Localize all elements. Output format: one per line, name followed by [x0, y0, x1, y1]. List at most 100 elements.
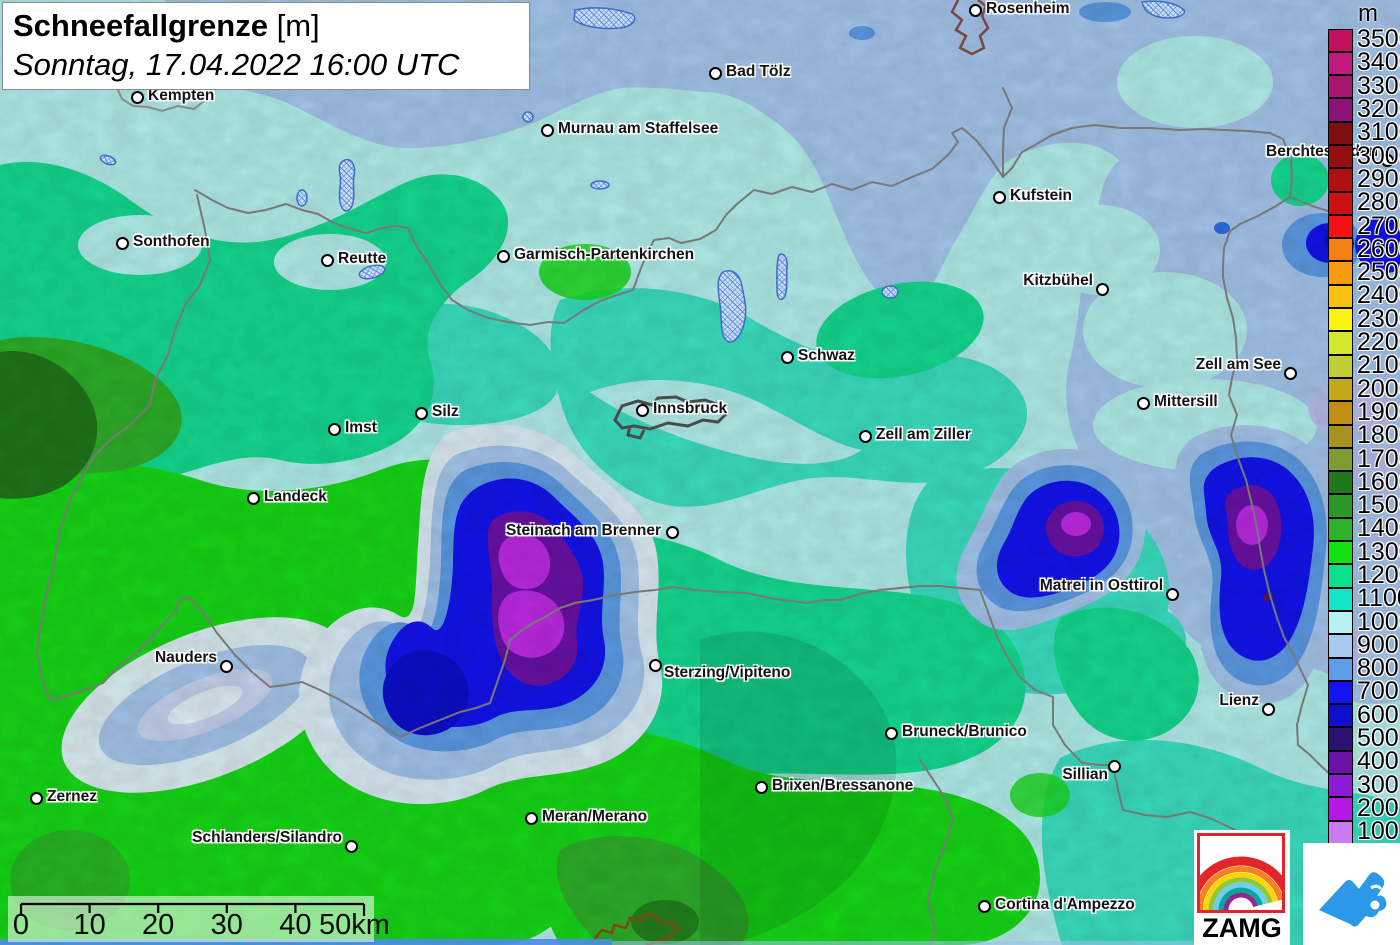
city-label: Matrei in Osttirol [1039, 577, 1163, 594]
city-label: Schlanders/Silandro [192, 829, 342, 846]
city-dot-icon [1283, 366, 1297, 380]
legend-value-label: 1700 [1357, 444, 1400, 473]
city-dot-icon [320, 253, 334, 267]
city-label: Zell am Ziller [876, 426, 971, 443]
map-title: Schneefallgrenze [m] [13, 7, 519, 45]
legend-value-label: 1900 [1357, 397, 1400, 426]
legend-color-swatch [1328, 797, 1353, 821]
legend-color-swatch [1328, 214, 1353, 239]
legend-value-label: 1600 [1357, 467, 1400, 496]
legend-unit-label: m [1358, 0, 1378, 27]
legend-entry: 1400 [1328, 516, 1400, 542]
city-dot-icon [344, 839, 358, 853]
legend-color-swatch [1328, 377, 1353, 402]
city-dot-icon [115, 236, 129, 250]
zamg-logo: ZAMG [1194, 830, 1290, 945]
legend-entry: 2700 [1328, 211, 1400, 240]
legend-value-label: 2200 [1357, 328, 1400, 357]
legend-entry: 3500 [1328, 25, 1400, 54]
legend-color-swatch [1328, 750, 1353, 774]
legend-color-swatch [1328, 121, 1353, 145]
city-label: Sillian [1062, 766, 1108, 783]
legend-color-swatch [1328, 657, 1353, 681]
legend-color-swatch [1328, 144, 1353, 169]
city-label: Kitzbühel [1023, 272, 1093, 289]
legend-value-label: 1100 [1357, 584, 1400, 613]
legend-value-label: 3000 [1357, 141, 1400, 170]
city-dot-icon [1095, 282, 1109, 296]
legend-color-swatch [1328, 401, 1353, 425]
legend-color-swatch [1328, 680, 1353, 705]
legend-value-label: 1300 [1357, 537, 1400, 566]
legend-value-label: 3500 [1357, 25, 1400, 54]
legend-color-swatch [1328, 587, 1353, 611]
map-subtitle: Sonntag, 17.04.2022 16:00 UTC [13, 47, 460, 82]
legend-value-label: 2900 [1357, 164, 1400, 193]
legend-value-label: 3300 [1357, 71, 1400, 100]
legend-value-label: 3400 [1357, 48, 1400, 77]
city-dot-icon [1261, 702, 1275, 716]
scalebar-tick-label: 20 [142, 909, 175, 941]
legend-entry: 2900 [1328, 164, 1400, 193]
city-dot-icon [1165, 587, 1179, 601]
legend-entry: 2500 [1328, 260, 1400, 285]
legend-entry: 700 [1328, 679, 1400, 705]
legend-entry: 3100 [1328, 118, 1400, 147]
distance-scalebar: 0 10 20 30 40 50km [8, 896, 390, 942]
legend-entry: 2200 [1328, 328, 1400, 357]
legend-value-label: 2700 [1357, 211, 1400, 240]
legend-color-swatch [1328, 704, 1353, 728]
city-dot-icon [246, 491, 260, 505]
city-label: Meran/Merano [542, 808, 648, 825]
scalebar-ruler [19, 902, 366, 916]
city-label: Garmisch-Partenkirchen [514, 246, 695, 263]
blue-mountain-icon [1318, 872, 1386, 927]
legend-color-swatch [1328, 447, 1353, 472]
city-dot-icon [858, 429, 872, 443]
city-dot-icon [992, 190, 1006, 204]
city-label: Nauders [154, 649, 217, 666]
legend-entry: 1500 [1328, 491, 1400, 520]
legend-entry: 300 [1328, 772, 1400, 798]
legend-color-swatch [1328, 354, 1353, 378]
legend-value-label: 3200 [1357, 95, 1400, 124]
legend-value-label: 2000 [1357, 374, 1400, 403]
legend-entry: 1600 [1328, 467, 1400, 496]
city-dot-icon [754, 780, 768, 794]
legend-color-swatch [1328, 820, 1353, 844]
legend-value-label: 400 [1357, 747, 1399, 776]
scalebar-tick-label: 10 [73, 909, 106, 941]
legend-color-swatch [1328, 261, 1353, 285]
legend-value-label: 800 [1357, 654, 1399, 683]
city-dot-icon [327, 422, 341, 436]
legend-color-swatch [1328, 98, 1353, 122]
zamg-wordmark: ZAMG [1202, 913, 1282, 943]
city-label: Zernez [47, 788, 97, 805]
legend-entry: 2800 [1328, 190, 1400, 215]
legend-entry: 200 [1328, 795, 1400, 821]
city-label: Sterzing/Vipiteno [664, 664, 791, 681]
legend-entry: 1300 [1328, 537, 1400, 566]
legend-value-label: 600 [1357, 700, 1399, 729]
legend-color-swatch [1328, 564, 1353, 588]
legend-color-swatch [1328, 28, 1353, 52]
scalebar-tick-label: 30 [210, 909, 243, 941]
city-label: Zell am See [1195, 356, 1281, 373]
legend-value-label: 3100 [1357, 118, 1400, 147]
city-dot-icon [29, 791, 43, 805]
legend-value-label: 900 [1357, 630, 1399, 659]
legend-color-swatch [1328, 541, 1353, 565]
legend-value-label: 2300 [1357, 304, 1400, 333]
city-label: Schwaz [798, 347, 855, 364]
legend-color-swatch [1328, 51, 1353, 76]
legend-entry: 2400 [1328, 283, 1400, 309]
legend-entry: 1800 [1328, 423, 1400, 448]
legend-value-label: 1200 [1357, 560, 1400, 589]
legend-value-label: 1500 [1357, 491, 1400, 520]
map-title-main: Schneefallgrenze [13, 8, 268, 43]
legend-entry: 3200 [1328, 95, 1400, 124]
city-label: Mittersill [1154, 393, 1218, 410]
legend-entry: 2100 [1328, 353, 1400, 378]
